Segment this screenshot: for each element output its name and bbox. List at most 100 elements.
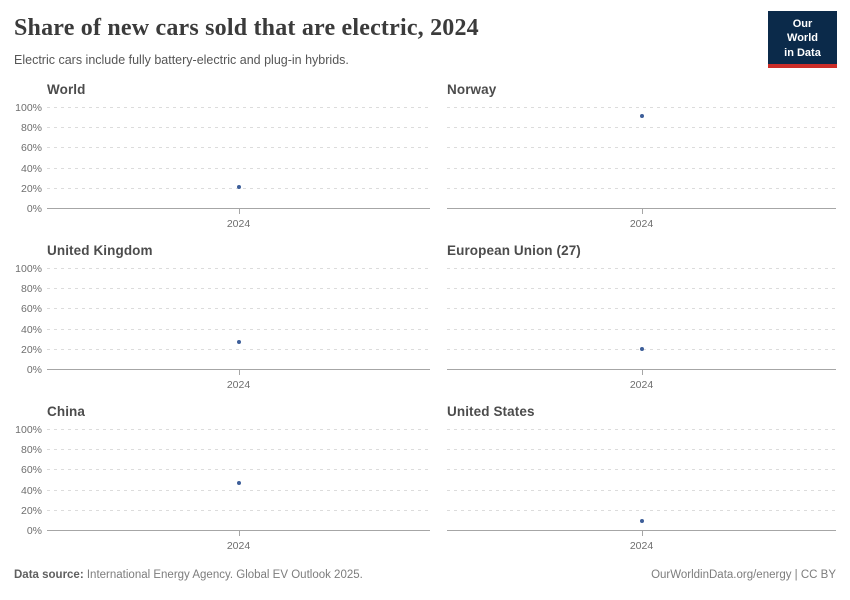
x-axis-tick xyxy=(641,531,643,536)
gridline xyxy=(447,429,836,430)
y-axis-tick-label: 0% xyxy=(26,364,42,376)
panel-norway: Norway0%20%40%60%80%100%2024 xyxy=(447,82,836,243)
gridline xyxy=(447,127,836,129)
gridline xyxy=(447,328,836,330)
panel-title: United Kingdom xyxy=(47,243,153,258)
data-source: Data source: International Energy Agency… xyxy=(14,569,363,581)
gridline xyxy=(447,268,836,269)
y-axis-tick-label: 20% xyxy=(20,504,42,517)
gridline xyxy=(47,147,430,149)
panel-title: Norway xyxy=(447,82,497,97)
data-source-label: Data source: xyxy=(14,569,84,581)
x-axis-tick xyxy=(641,370,643,375)
x-axis-label: 2024 xyxy=(226,218,251,230)
y-axis-tick-label: 60% xyxy=(20,464,42,477)
data-point-united-states xyxy=(639,518,644,523)
x-axis-line xyxy=(447,208,836,209)
panel-united-kingdom: United Kingdom 0% 20% 40% 60% 80% 100% 2024 xyxy=(14,243,430,404)
y-axis-tick-label: 80% xyxy=(20,122,42,135)
panel-european-union-27: European Union (27)0%20%40%60%80%100%202… xyxy=(447,243,836,404)
gridline xyxy=(447,288,836,290)
data-point-european-union-27 xyxy=(639,346,644,351)
y-axis-tick-label: 20% xyxy=(20,182,42,195)
x-axis-label: 2024 xyxy=(629,540,654,552)
data-point-china xyxy=(236,480,241,485)
y-axis-tick-label: 80% xyxy=(20,444,42,457)
gridline xyxy=(47,167,430,169)
gridline xyxy=(447,107,836,108)
y-axis-tick-label: 40% xyxy=(20,484,42,497)
data-source-text: International Energy Agency. Global EV O… xyxy=(83,569,363,581)
plot-area xyxy=(447,429,836,536)
gridline xyxy=(47,268,430,269)
gridline xyxy=(47,509,430,511)
x-axis-tick xyxy=(238,531,240,536)
panel-title: World xyxy=(47,82,86,97)
data-point-united-kingdom xyxy=(236,339,241,344)
gridline xyxy=(447,509,836,511)
x-axis-label: 2024 xyxy=(226,540,251,552)
gridline xyxy=(47,288,430,290)
x-axis-tick xyxy=(238,370,240,375)
footer: Data source: International Energy Agency… xyxy=(14,569,836,581)
y-axis-labels: 0% 20% 40% 60% 80% 100% xyxy=(14,264,47,376)
x-axis-line xyxy=(47,369,430,370)
y-axis-tick-label: 20% xyxy=(20,343,42,356)
page-subtitle: Electric cars include fully battery-elec… xyxy=(14,53,349,67)
gridline xyxy=(447,187,836,189)
gridline xyxy=(47,429,430,430)
page-title: Share of new cars sold that are electric… xyxy=(14,15,479,41)
plot-area xyxy=(47,429,430,536)
gridline xyxy=(447,308,836,310)
gridline xyxy=(47,449,430,451)
plot-area xyxy=(47,268,430,375)
y-axis-labels: 0% 20% 40% 60% 80% 100% xyxy=(14,103,47,215)
y-axis-tick-label: 100% xyxy=(15,263,42,275)
x-axis-line xyxy=(447,530,836,531)
gridline xyxy=(447,489,836,491)
gridline xyxy=(47,348,430,350)
y-axis-tick-label: 60% xyxy=(20,142,42,155)
y-axis-tick-label: 40% xyxy=(20,162,42,175)
gridline xyxy=(47,489,430,491)
data-point-norway xyxy=(639,114,644,119)
data-point-world xyxy=(236,184,241,189)
owid-logo-line1: Our World xyxy=(787,18,818,45)
y-axis-labels: 0% 20% 40% 60% 80% 100% xyxy=(14,425,47,537)
y-axis-tick-label: 40% xyxy=(20,323,42,336)
gridline xyxy=(47,469,430,471)
gridline xyxy=(447,449,836,451)
y-axis-tick-label: 0% xyxy=(26,203,42,215)
y-axis-tick-label: 60% xyxy=(20,303,42,316)
x-axis-tick xyxy=(641,209,643,214)
gridline xyxy=(47,308,430,310)
panels-grid: World0%20%40%60%80%100%2024Norway0%20%40… xyxy=(14,82,836,565)
panel-title: China xyxy=(47,404,86,419)
gridline xyxy=(447,167,836,169)
gridline xyxy=(447,147,836,149)
panel-title: United States xyxy=(447,404,535,419)
owid-logo-line2: in Data xyxy=(784,46,821,59)
panel-united-states: United States0%20%40%60%80%100%2024 xyxy=(447,404,836,565)
panel-china: China 0% 20% 40% 60% 80% 100% 2024 xyxy=(14,404,430,565)
x-axis-label: 2024 xyxy=(629,379,654,391)
x-axis-line xyxy=(447,369,836,370)
plot-area xyxy=(447,107,836,214)
y-axis-tick-label: 100% xyxy=(15,102,42,114)
x-axis-line xyxy=(47,530,430,531)
gridline xyxy=(47,328,430,330)
x-axis-label: 2024 xyxy=(629,218,654,230)
panel-world: World 0% 20% 40% 60% 80% 100% 2024 xyxy=(14,82,430,243)
gridline xyxy=(47,107,430,108)
y-axis-tick-label: 80% xyxy=(20,283,42,296)
owid-logo[interactable]: Our World in Data xyxy=(768,11,837,68)
plot-area xyxy=(447,268,836,375)
panel-title: European Union (27) xyxy=(447,243,581,258)
footer-link[interactable]: OurWorldinData.org/energy | CC BY xyxy=(651,569,836,581)
gridline xyxy=(47,127,430,129)
plot-area xyxy=(47,107,430,214)
x-axis-line xyxy=(47,208,430,209)
y-axis-tick-label: 0% xyxy=(26,525,42,537)
gridline xyxy=(447,469,836,471)
